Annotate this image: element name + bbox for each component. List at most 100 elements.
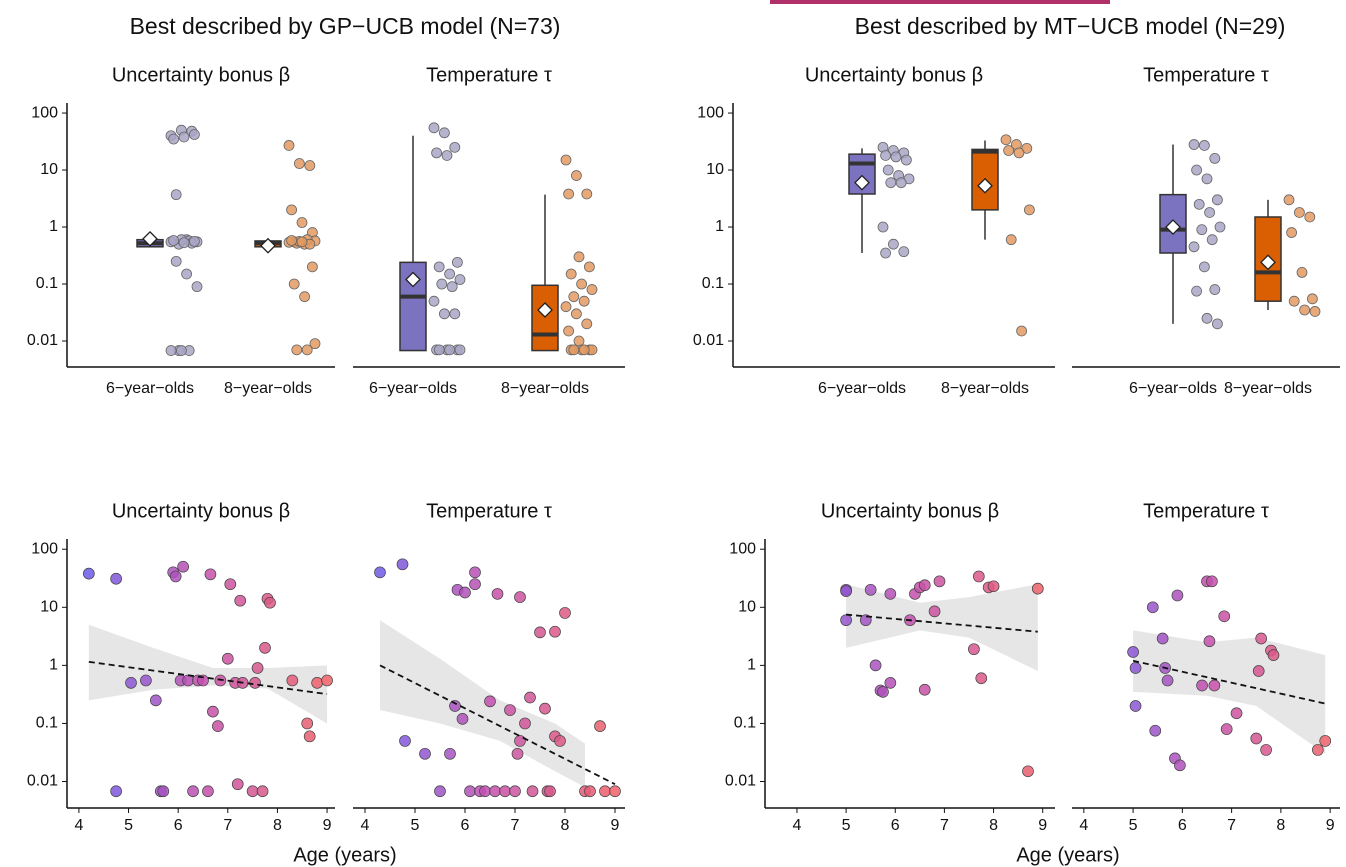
point xyxy=(524,691,536,704)
point xyxy=(170,255,182,267)
x-tick-label: 8−year−olds xyxy=(941,380,1029,397)
point xyxy=(479,785,491,798)
point xyxy=(191,281,203,293)
y-tick-label: 0.01 xyxy=(27,773,58,790)
point xyxy=(609,785,621,798)
point xyxy=(431,147,443,159)
point xyxy=(169,570,182,583)
x-tick-label: 6−year−olds xyxy=(106,380,194,397)
point xyxy=(428,295,440,307)
point xyxy=(441,150,453,161)
mean-marker xyxy=(142,230,158,247)
point xyxy=(489,785,501,798)
point xyxy=(499,785,511,798)
point xyxy=(1127,646,1139,658)
point xyxy=(399,735,411,747)
point xyxy=(544,785,556,798)
point xyxy=(1156,632,1169,645)
panel-title: Uncertainty bonus β xyxy=(112,500,290,522)
x-tick-label: 4 xyxy=(1079,817,1088,834)
point xyxy=(1250,732,1263,745)
x-tick-label: 8−year−olds xyxy=(501,380,589,397)
point xyxy=(972,570,985,583)
point xyxy=(1199,261,1210,273)
point xyxy=(1230,707,1243,720)
y-tick-label: 0.01 xyxy=(693,332,724,349)
point xyxy=(165,345,177,356)
confidence-band xyxy=(380,620,585,788)
point xyxy=(578,344,590,356)
fit-line xyxy=(88,660,328,696)
point xyxy=(221,652,234,665)
y-tick-label: 10 xyxy=(706,161,724,178)
point xyxy=(444,747,456,760)
point xyxy=(202,785,214,798)
point xyxy=(438,308,450,320)
point xyxy=(251,662,264,674)
x-tick-label: 8 xyxy=(1276,817,1285,834)
point xyxy=(514,591,526,603)
point xyxy=(1255,632,1268,645)
point xyxy=(571,170,582,181)
point xyxy=(1294,207,1305,218)
point xyxy=(884,588,897,600)
point xyxy=(306,261,318,273)
point xyxy=(433,344,445,356)
point xyxy=(299,291,311,303)
point xyxy=(259,642,271,654)
x-tick-label: 9 xyxy=(1326,817,1335,834)
point xyxy=(264,596,276,609)
point xyxy=(1161,674,1174,687)
x-tick-label: 8−year−olds xyxy=(1224,380,1312,397)
point xyxy=(454,344,466,356)
mean-marker xyxy=(977,177,993,194)
x-tick-label: 5 xyxy=(1129,817,1138,834)
x-axis-label: Age (years) xyxy=(1016,844,1119,866)
y-tick-label: 100 xyxy=(729,540,756,557)
point xyxy=(449,141,461,153)
point xyxy=(301,717,314,730)
y-tick-label: 0.1 xyxy=(734,715,756,732)
y-tick-label: 100 xyxy=(31,104,58,121)
point xyxy=(175,345,187,356)
point xyxy=(1146,601,1159,614)
y-tick-label: 0.01 xyxy=(27,332,58,349)
point xyxy=(1260,744,1272,756)
point xyxy=(1206,575,1218,588)
y-tick-label: 0.1 xyxy=(36,715,58,732)
point xyxy=(1005,234,1017,246)
point xyxy=(428,122,440,134)
x-tick-label: 7 xyxy=(1227,817,1236,834)
point xyxy=(928,605,941,618)
x-tick-label: 6 xyxy=(891,817,900,834)
point xyxy=(975,672,988,685)
y-tick-label: 1 xyxy=(49,657,58,674)
panel-title: Uncertainty bonus β xyxy=(805,64,983,86)
point xyxy=(576,278,587,290)
point xyxy=(554,735,566,747)
x-tick-label: 8 xyxy=(273,817,282,834)
point xyxy=(1171,589,1184,602)
point xyxy=(1013,147,1025,159)
mean-marker xyxy=(537,302,553,318)
mean-marker xyxy=(260,237,276,254)
point xyxy=(882,164,894,176)
point xyxy=(918,683,931,696)
point xyxy=(571,308,582,320)
mean-marker xyxy=(405,271,421,288)
point xyxy=(125,677,137,689)
box xyxy=(531,284,559,352)
x-tick-label: 5 xyxy=(411,817,420,834)
x-tick-label: 9 xyxy=(323,817,332,834)
point xyxy=(207,705,219,718)
point xyxy=(82,567,95,580)
point xyxy=(157,785,170,798)
point xyxy=(578,295,590,307)
point xyxy=(451,256,463,268)
point xyxy=(1204,207,1215,218)
point xyxy=(895,177,907,189)
point xyxy=(509,785,521,798)
point xyxy=(491,588,504,600)
point xyxy=(534,626,546,639)
panel-title: Uncertainty bonus β xyxy=(112,64,290,86)
